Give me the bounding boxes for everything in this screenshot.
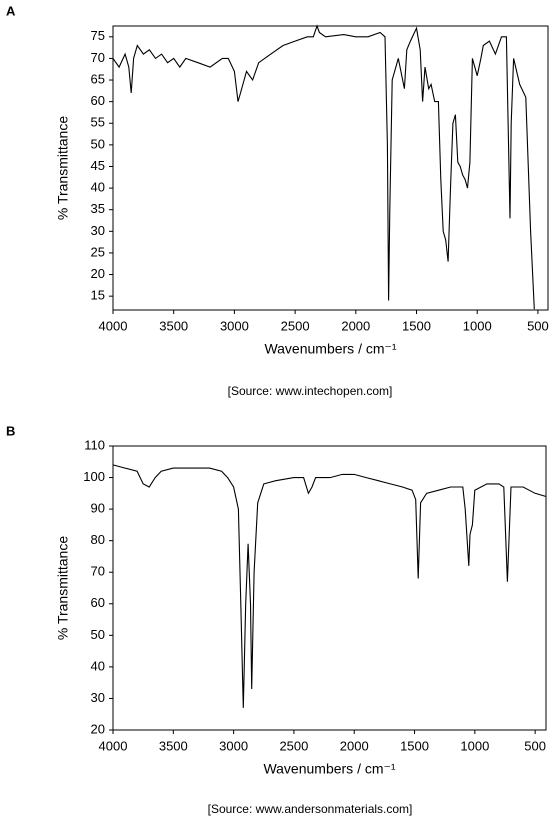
spectrum-line: [112, 24, 535, 310]
x-axis-title: Wavenumbers / cm⁻¹: [263, 761, 395, 777]
y-axis-title: % Transmittance: [55, 116, 71, 220]
x-tick-label: 1000: [460, 738, 489, 753]
x-tick-label: 3500: [159, 318, 188, 333]
y-tick-label: 15: [91, 288, 105, 303]
y-tick-label: 45: [91, 158, 105, 173]
y-tick-label: 50: [91, 627, 105, 642]
x-axis-title: Wavenumbers / cm⁻¹: [264, 341, 396, 357]
x-tick-label: 2500: [279, 738, 308, 753]
y-tick-label: 50: [91, 136, 105, 151]
y-tick-label: 90: [91, 501, 105, 516]
x-tick-label: 3000: [220, 318, 249, 333]
y-tick-label: 70: [91, 564, 105, 579]
y-tick-label: 70: [91, 50, 105, 65]
y-tick-label: 30: [91, 690, 105, 705]
y-tick-label: 75: [91, 28, 105, 43]
y-tick-label: 55: [91, 115, 105, 130]
x-tick-label: 4000: [99, 318, 128, 333]
y-tick-label: 20: [91, 721, 105, 736]
x-tick-label: 1500: [400, 738, 429, 753]
source-note: [Source: www.intechopen.com]: [228, 384, 393, 398]
y-tick-label: 30: [91, 223, 105, 238]
x-tick-label: 2000: [340, 738, 369, 753]
y-axis-title: % Transmittance: [55, 536, 71, 640]
y-tick-label: 25: [91, 244, 105, 259]
y-tick-label: 35: [91, 201, 105, 216]
y-tick-label: 60: [91, 93, 105, 108]
x-tick-label: 500: [524, 738, 546, 753]
y-tick-label: 20: [91, 266, 105, 281]
x-tick-label: 500: [527, 318, 549, 333]
spectrum-line: [112, 464, 547, 708]
y-tick-label: 40: [91, 658, 105, 673]
x-tick-label: 4000: [99, 738, 128, 753]
x-tick-label: 1000: [463, 318, 492, 333]
y-tick-label: 60: [91, 595, 105, 610]
x-tick-label: 2500: [281, 318, 310, 333]
x-tick-label: 2000: [341, 318, 370, 333]
y-tick-label: 65: [91, 71, 105, 86]
plot-frame: [112, 25, 549, 311]
source-note: [Source: www.andersonmaterials.com]: [208, 802, 413, 816]
y-tick-label: 100: [83, 469, 105, 484]
x-tick-label: 3000: [219, 738, 248, 753]
y-tick-label: 110: [84, 437, 105, 452]
y-tick-label: 80: [91, 532, 105, 547]
y-tick-label: 40: [91, 180, 105, 195]
panel-label: B: [6, 423, 15, 438]
plot-frame: [112, 445, 547, 731]
x-tick-label: 3500: [159, 738, 188, 753]
x-tick-label: 1500: [402, 318, 431, 333]
panel-label: A: [6, 3, 16, 18]
